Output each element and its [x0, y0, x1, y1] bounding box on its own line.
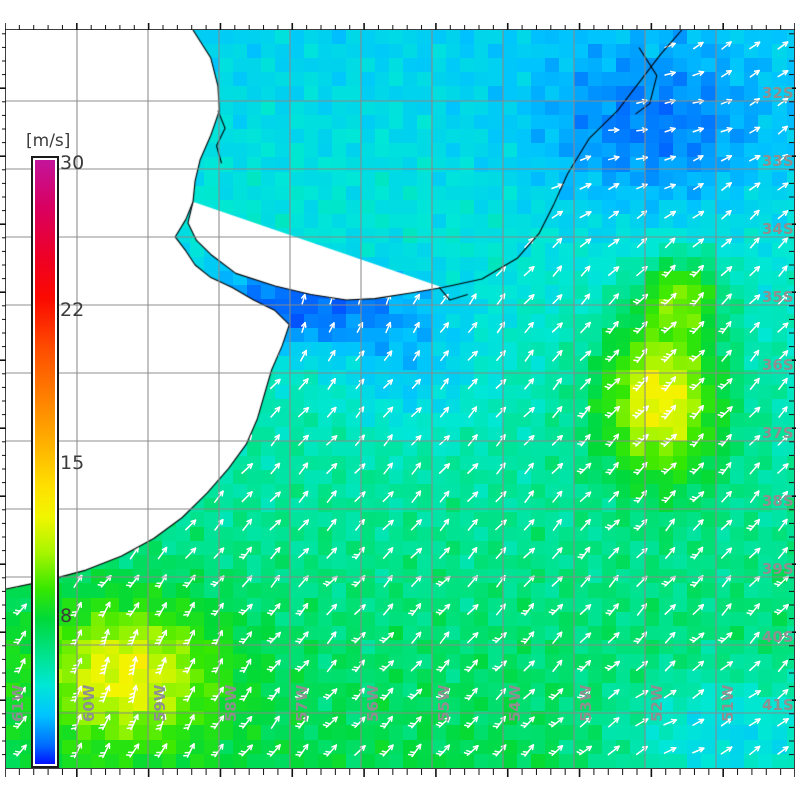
colorbar-tick-8: 8 — [60, 605, 73, 627]
land-coastline-layer — [6, 30, 794, 768]
colorbar-tick-15: 15 — [60, 452, 85, 474]
colorbar[interactable] — [31, 156, 59, 768]
colorbar-tick-30: 30 — [60, 152, 85, 174]
bottom-tick-rail — [5, 769, 795, 777]
colorbar-gradient — [33, 158, 57, 766]
colorbar-unit-label: [m/s] — [26, 131, 71, 151]
map-plot-area[interactable] — [5, 29, 795, 769]
colorbar-tick-22: 22 — [60, 299, 85, 321]
